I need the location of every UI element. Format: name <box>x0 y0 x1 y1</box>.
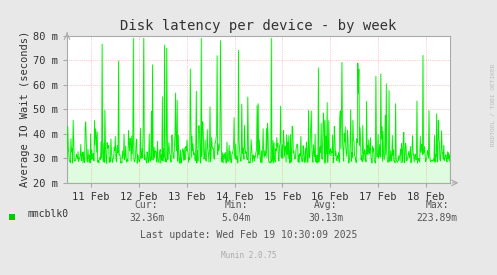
Text: Min:: Min: <box>224 200 248 210</box>
Text: Avg:: Avg: <box>314 200 337 210</box>
Text: 30.13m: 30.13m <box>308 213 343 223</box>
Text: 5.04m: 5.04m <box>221 213 251 223</box>
Text: Munin 2.0.75: Munin 2.0.75 <box>221 252 276 260</box>
Text: Last update: Wed Feb 19 10:30:09 2025: Last update: Wed Feb 19 10:30:09 2025 <box>140 230 357 240</box>
Text: 32.36m: 32.36m <box>129 213 164 223</box>
Y-axis label: Average IO Wait (seconds): Average IO Wait (seconds) <box>20 31 30 188</box>
Text: mmcblk0: mmcblk0 <box>27 209 69 219</box>
Title: Disk latency per device - by week: Disk latency per device - by week <box>120 19 397 33</box>
Text: Max:: Max: <box>425 200 449 210</box>
Text: 223.89m: 223.89m <box>417 213 458 223</box>
Text: RRDTOOL / TOBI OETIKER: RRDTOOL / TOBI OETIKER <box>491 63 496 146</box>
Text: Cur:: Cur: <box>135 200 159 210</box>
